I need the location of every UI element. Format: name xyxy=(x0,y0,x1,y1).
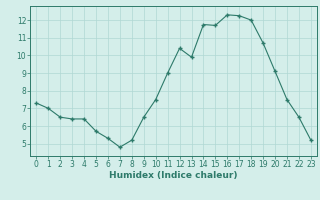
X-axis label: Humidex (Indice chaleur): Humidex (Indice chaleur) xyxy=(109,171,238,180)
